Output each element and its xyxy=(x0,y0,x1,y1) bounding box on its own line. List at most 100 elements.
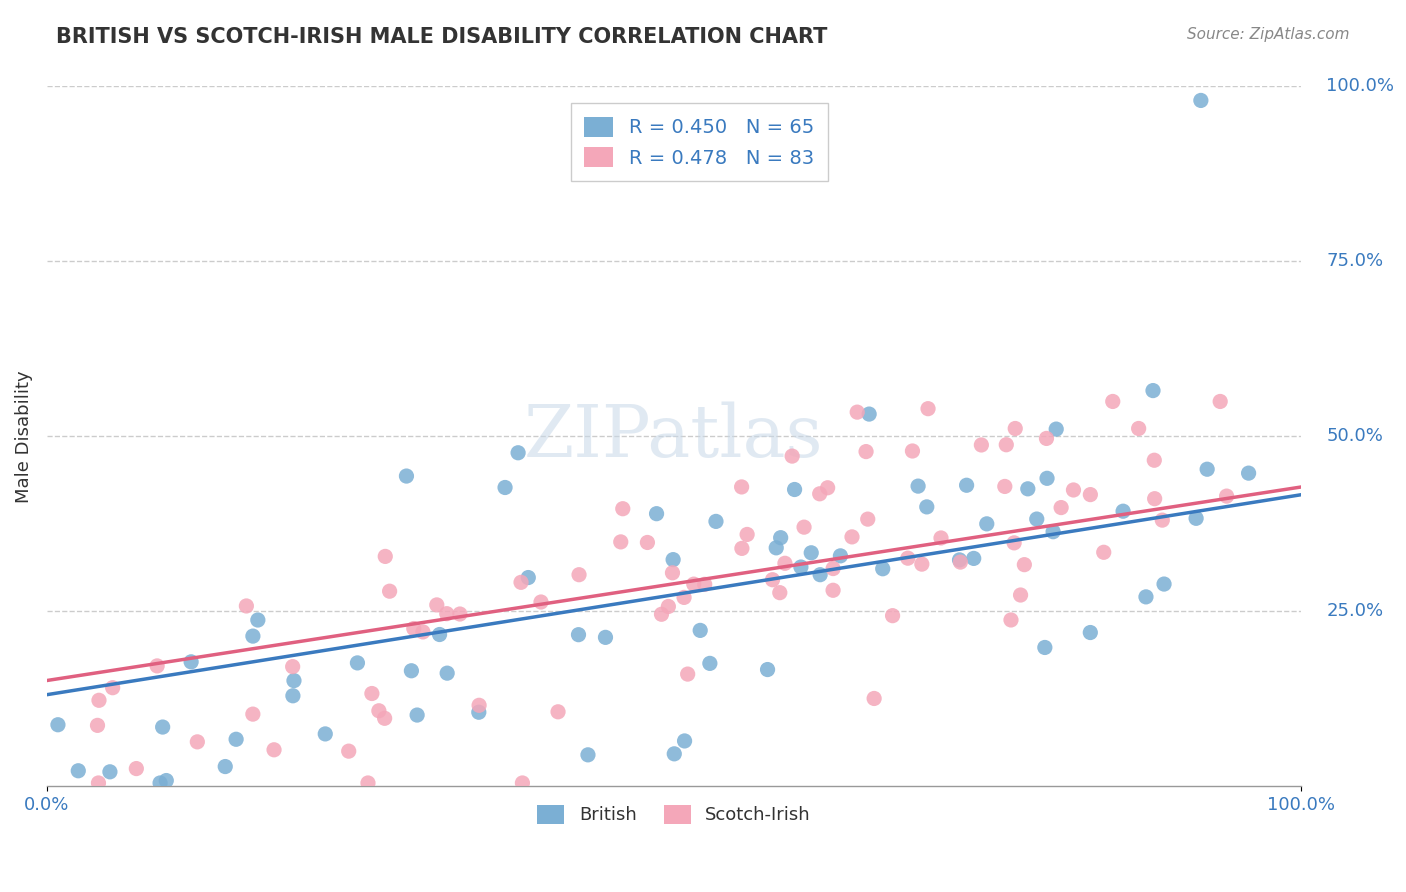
Point xyxy=(357,776,380,790)
Point xyxy=(314,727,336,741)
Point xyxy=(101,681,124,695)
Point xyxy=(436,607,458,621)
Point xyxy=(858,407,880,421)
Point xyxy=(155,773,177,788)
Point xyxy=(1143,453,1166,467)
Point xyxy=(612,501,634,516)
Point xyxy=(46,717,69,731)
Point xyxy=(682,577,704,591)
Point xyxy=(510,575,533,590)
Point xyxy=(673,591,696,605)
Point xyxy=(1197,462,1219,476)
Point xyxy=(1128,421,1150,435)
Point xyxy=(855,444,877,458)
Point xyxy=(1014,558,1036,572)
Point xyxy=(547,705,569,719)
Point xyxy=(436,666,458,681)
Point xyxy=(225,732,247,747)
Point xyxy=(765,541,787,555)
Point xyxy=(1050,500,1073,515)
Point xyxy=(856,512,879,526)
Text: Source: ZipAtlas.com: Source: ZipAtlas.com xyxy=(1187,27,1350,42)
Point xyxy=(281,689,304,703)
Point xyxy=(1185,511,1208,525)
Point xyxy=(87,693,110,707)
Point xyxy=(735,527,758,541)
Point xyxy=(610,534,633,549)
Point xyxy=(98,764,121,779)
Point xyxy=(823,583,845,598)
Point xyxy=(395,469,418,483)
Point xyxy=(426,598,449,612)
Point xyxy=(1000,613,1022,627)
Point xyxy=(636,535,658,549)
Point xyxy=(1042,524,1064,539)
Point xyxy=(67,764,90,778)
Text: ZIPatlas: ZIPatlas xyxy=(524,401,824,472)
Point xyxy=(731,541,754,556)
Point xyxy=(378,584,401,599)
Point xyxy=(429,627,451,641)
Point xyxy=(1080,487,1102,501)
Point xyxy=(246,613,269,627)
Point xyxy=(1078,625,1101,640)
Y-axis label: Male Disability: Male Disability xyxy=(15,370,32,503)
Point xyxy=(662,552,685,566)
Point xyxy=(1036,471,1059,485)
Point xyxy=(699,657,721,671)
Point xyxy=(1010,588,1032,602)
Point xyxy=(664,747,686,761)
Point xyxy=(970,438,993,452)
Point xyxy=(1004,421,1026,435)
Point xyxy=(994,479,1017,493)
Point xyxy=(657,599,679,614)
Point xyxy=(1033,640,1056,655)
Point xyxy=(1112,504,1135,518)
Point xyxy=(800,546,823,560)
Point xyxy=(693,577,716,591)
Point xyxy=(645,507,668,521)
Point xyxy=(263,743,285,757)
Point xyxy=(242,707,264,722)
Point xyxy=(1215,489,1237,503)
Point xyxy=(283,673,305,688)
Point xyxy=(673,734,696,748)
Point xyxy=(595,631,617,645)
Point xyxy=(1143,491,1166,506)
Text: 100.0%: 100.0% xyxy=(1326,78,1395,95)
Point xyxy=(517,570,540,584)
Point xyxy=(676,667,699,681)
Text: 75.0%: 75.0% xyxy=(1326,252,1384,270)
Point xyxy=(468,705,491,719)
Point xyxy=(773,557,796,571)
Point xyxy=(949,555,972,569)
Point xyxy=(1062,483,1084,497)
Point xyxy=(780,449,803,463)
Text: BRITISH VS SCOTCH-IRISH MALE DISABILITY CORRELATION CHART: BRITISH VS SCOTCH-IRISH MALE DISABILITY … xyxy=(56,27,828,46)
Point xyxy=(830,549,852,563)
Point xyxy=(576,747,599,762)
Point xyxy=(337,744,360,758)
Point xyxy=(1045,422,1067,436)
Point xyxy=(235,599,257,613)
Point xyxy=(402,622,425,636)
Point xyxy=(1025,512,1047,526)
Point xyxy=(1101,394,1123,409)
Point xyxy=(374,711,396,725)
Point xyxy=(689,624,711,638)
Point xyxy=(281,659,304,673)
Point xyxy=(817,481,839,495)
Point xyxy=(1035,432,1057,446)
Point xyxy=(87,776,110,790)
Point xyxy=(1017,482,1039,496)
Text: 25.0%: 25.0% xyxy=(1326,602,1384,621)
Point xyxy=(872,562,894,576)
Point xyxy=(846,405,869,419)
Point xyxy=(976,516,998,531)
Point xyxy=(915,500,938,514)
Point xyxy=(468,698,491,713)
Point xyxy=(756,663,779,677)
Point xyxy=(955,478,977,492)
Point xyxy=(1142,384,1164,398)
Point xyxy=(929,531,952,545)
